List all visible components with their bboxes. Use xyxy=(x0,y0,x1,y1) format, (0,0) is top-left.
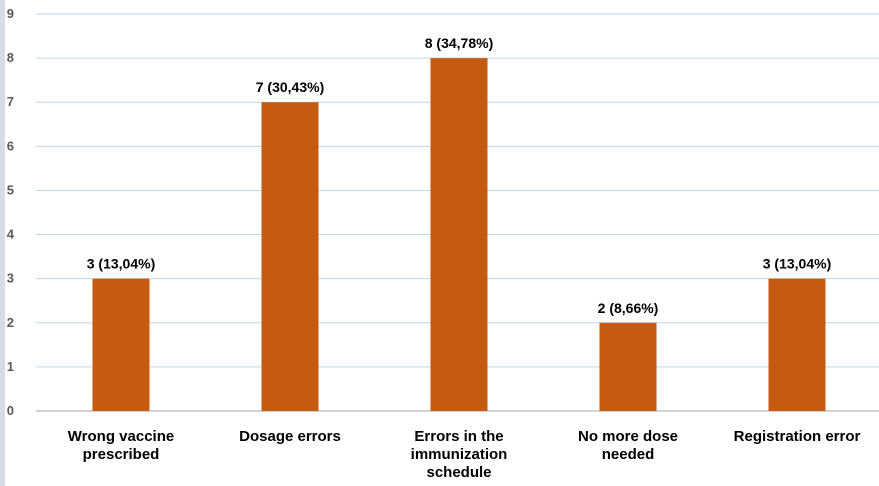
category-label: Errors in the immunization schedule xyxy=(411,428,508,481)
y-tick-label: 6 xyxy=(7,138,14,153)
bar xyxy=(768,278,826,411)
data-label: 3 (13,04%) xyxy=(87,256,155,272)
category-label: No more dose needed xyxy=(578,428,678,463)
y-tick-label: 0 xyxy=(7,403,14,418)
y-tick-label: 7 xyxy=(7,94,14,109)
y-tick-label: 3 xyxy=(7,271,14,286)
data-label: 8 (34,78%) xyxy=(425,35,493,51)
bar xyxy=(430,58,488,411)
y-tick-label: 8 xyxy=(7,50,14,65)
category-labels: Wrong vaccine prescribed Dosage errors Erro… xyxy=(68,428,861,481)
y-axis-ticks: 0 1 2 3 4 5 6 7 8 9 xyxy=(7,6,15,418)
bar xyxy=(261,102,319,411)
data-labels: 3 (13,04%) 7 (30,43%) 8 (34,78%) 2 (8,66%) 3… xyxy=(87,35,831,316)
y-tick-label: 4 xyxy=(7,227,15,242)
gridlines xyxy=(36,13,879,412)
bar xyxy=(92,278,150,411)
left-edge-strip xyxy=(0,0,5,486)
category-label: Registration error xyxy=(734,428,861,445)
data-label: 2 (8,66%) xyxy=(598,300,659,316)
category-label: Wrong vaccine prescribed xyxy=(68,428,174,463)
y-tick-label: 1 xyxy=(7,359,14,374)
y-tick-label: 9 xyxy=(7,6,14,21)
y-tick-label: 5 xyxy=(7,182,14,197)
category-label: Dosage errors xyxy=(239,428,341,445)
bar xyxy=(599,322,657,411)
bars xyxy=(92,58,826,411)
data-label: 3 (13,04%) xyxy=(763,256,831,272)
y-tick-label: 2 xyxy=(7,315,14,330)
data-label: 7 (30,43%) xyxy=(256,79,324,95)
